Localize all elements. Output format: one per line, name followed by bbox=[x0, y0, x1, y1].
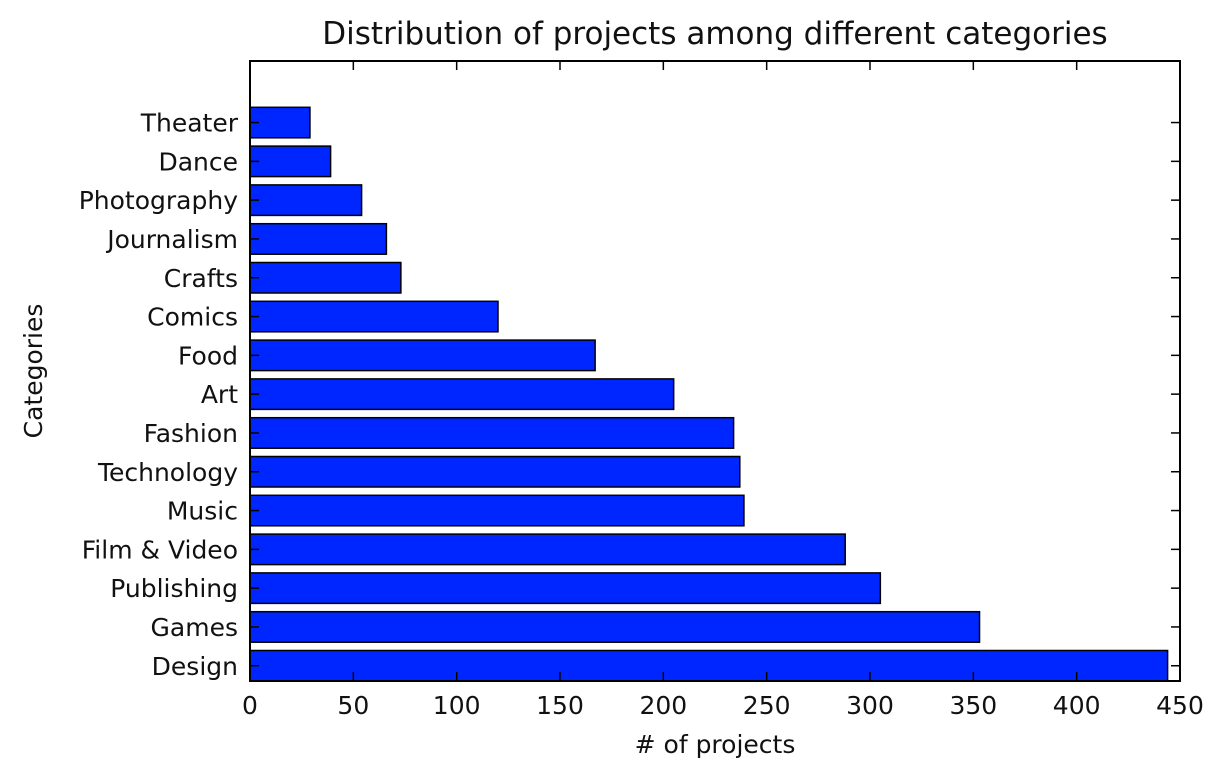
bar-games bbox=[249, 610, 981, 643]
bar-comics bbox=[249, 300, 499, 333]
bar-fashion bbox=[249, 416, 735, 449]
chart-title: Distribution of projects among different… bbox=[322, 16, 1107, 52]
bar-film-video bbox=[249, 533, 846, 566]
y-tick-label: Publishing bbox=[110, 574, 238, 603]
x-axis-ticks: 0 50 100 150 200 250 300 350 400 450 bbox=[242, 61, 1204, 720]
bars-group bbox=[249, 106, 1169, 682]
bar-music bbox=[249, 494, 745, 527]
bar-design bbox=[249, 649, 1169, 682]
x-tick-label: 350 bbox=[949, 691, 997, 720]
y-tick-label: Crafts bbox=[164, 264, 238, 293]
bar-dance bbox=[249, 145, 332, 178]
plot-frame bbox=[249, 60, 1181, 682]
y-tick-label: Film & Video bbox=[82, 535, 238, 564]
bar-art bbox=[249, 378, 675, 411]
x-tick-label: 0 bbox=[242, 691, 258, 720]
y-tick-label: Food bbox=[178, 341, 238, 370]
y-tick-label: Fashion bbox=[144, 419, 238, 448]
bar-publishing bbox=[249, 572, 882, 605]
bar-journalism bbox=[249, 222, 388, 255]
x-tick-label: 50 bbox=[337, 691, 369, 720]
bar-crafts bbox=[249, 261, 402, 294]
y-axis-ticks: Design Games Publishing Film & Video Music Te… bbox=[79, 109, 1180, 681]
y-tick-label: Dance bbox=[158, 147, 238, 176]
y-tick-label: Photography bbox=[79, 186, 238, 215]
y-axis-label: Categories bbox=[19, 304, 48, 439]
y-tick-label: Design bbox=[152, 652, 238, 681]
y-tick-label: Technology bbox=[97, 458, 238, 487]
x-axis-label: # of projects bbox=[635, 730, 796, 759]
y-tick-label: Games bbox=[151, 613, 238, 642]
bar-food bbox=[249, 339, 596, 372]
y-tick-label: Music bbox=[167, 497, 238, 526]
x-tick-label: 200 bbox=[639, 691, 687, 720]
x-tick-label: 150 bbox=[536, 691, 584, 720]
y-tick-label: Comics bbox=[147, 303, 238, 332]
bar-technology bbox=[249, 455, 741, 488]
y-tick-label: Theater bbox=[140, 109, 239, 138]
x-tick-label: 450 bbox=[1156, 691, 1204, 720]
x-tick-label: 100 bbox=[433, 691, 481, 720]
bar-photography bbox=[249, 184, 363, 217]
x-tick-label: 300 bbox=[846, 691, 894, 720]
x-tick-label: 400 bbox=[1053, 691, 1101, 720]
x-tick-label: 250 bbox=[743, 691, 791, 720]
y-tick-label: Journalism bbox=[105, 225, 238, 254]
y-tick-label: Art bbox=[201, 380, 238, 409]
